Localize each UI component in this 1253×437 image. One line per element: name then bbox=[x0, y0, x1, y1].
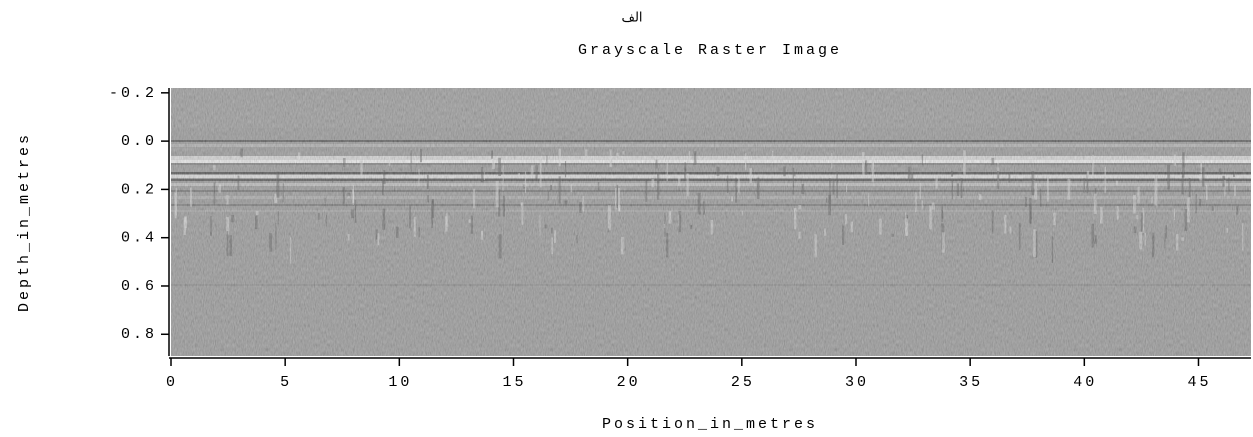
y-axis-label: Depth_in_metres bbox=[16, 132, 33, 312]
chart-subtitle: Grayscale Raster Image bbox=[578, 42, 842, 59]
y-tick-label: -0.2 bbox=[109, 85, 157, 102]
y-tick-label: 0.0 bbox=[121, 133, 157, 150]
x-tick-label: 0 bbox=[166, 374, 178, 391]
x-tick-label: 25 bbox=[731, 374, 755, 391]
x-tick-label: 5 bbox=[280, 374, 292, 391]
x-axis-label: Position_in_metres bbox=[602, 416, 818, 433]
x-tick-label: 35 bbox=[959, 374, 983, 391]
raster-noise bbox=[171, 88, 1251, 356]
chart-title: الف bbox=[621, 11, 642, 26]
raster-image bbox=[171, 88, 1251, 356]
x-tick-label: 45 bbox=[1187, 374, 1211, 391]
x-tick-label: 30 bbox=[845, 374, 869, 391]
y-tick-label: 0.4 bbox=[121, 230, 157, 247]
x-tick-label: 20 bbox=[617, 374, 641, 391]
y-tick-label: 0.8 bbox=[121, 326, 157, 343]
x-tick-label: 10 bbox=[388, 374, 412, 391]
axes: -0.2 0.0 0.2 0.4 0.6 0.8 0 5 10 15 20 25 30 35 40 45 bbox=[109, 85, 1251, 391]
x-tick-label: 15 bbox=[502, 374, 526, 391]
y-tick-label: 0.6 bbox=[121, 278, 157, 295]
x-tick-label: 40 bbox=[1073, 374, 1097, 391]
y-tick-label: 0.2 bbox=[121, 181, 157, 198]
